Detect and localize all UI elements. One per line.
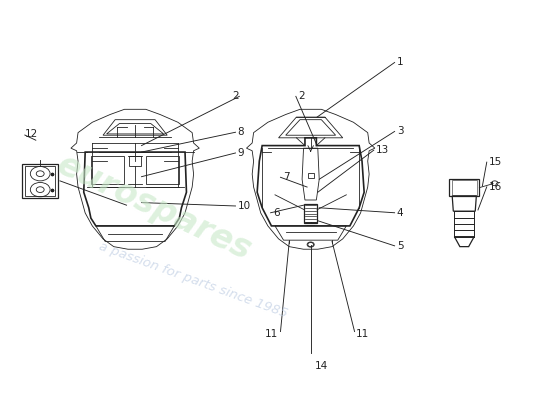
- Bar: [129, 156, 141, 166]
- Bar: [308, 173, 314, 178]
- Bar: [449, 179, 480, 196]
- Text: 11: 11: [265, 328, 278, 338]
- Text: 2: 2: [233, 91, 239, 101]
- Text: 11: 11: [356, 328, 370, 338]
- Text: 15: 15: [488, 157, 502, 167]
- Text: 4: 4: [397, 208, 403, 218]
- Text: 10: 10: [238, 201, 251, 211]
- Text: 13: 13: [376, 145, 389, 155]
- Text: eurospares: eurospares: [52, 148, 257, 268]
- Text: 6: 6: [273, 208, 279, 218]
- Bar: [304, 204, 317, 223]
- Text: 1: 1: [397, 58, 403, 68]
- Bar: [23, 164, 58, 198]
- Text: 14: 14: [315, 361, 328, 371]
- Text: 2: 2: [298, 91, 305, 101]
- Text: 12: 12: [25, 129, 38, 139]
- Text: a passion for parts since 1985: a passion for parts since 1985: [97, 240, 289, 320]
- Text: 16: 16: [488, 182, 502, 192]
- Text: 8: 8: [238, 127, 244, 137]
- Text: 7: 7: [283, 172, 289, 182]
- Text: 5: 5: [397, 241, 403, 251]
- Bar: [25, 166, 56, 196]
- Text: 9: 9: [238, 148, 244, 158]
- Bar: [452, 180, 477, 195]
- Text: 3: 3: [397, 126, 403, 136]
